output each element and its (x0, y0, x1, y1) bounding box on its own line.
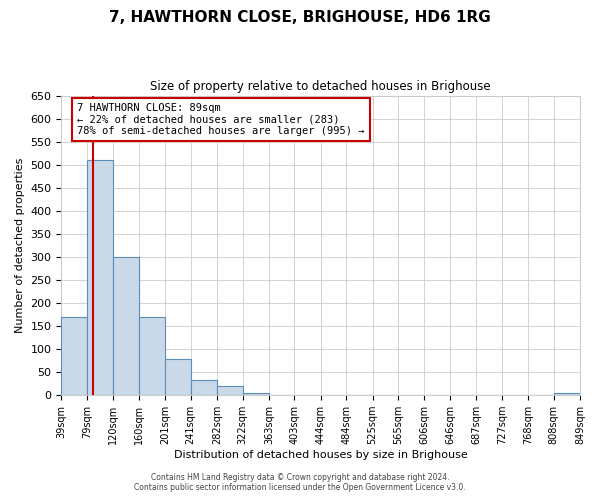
Bar (191, 380, 217, 395)
Title: Size of property relative to detached houses in Brighouse: Size of property relative to detached ho… (151, 80, 491, 93)
X-axis label: Distribution of detached houses by size in Brighouse: Distribution of detached houses by size … (174, 450, 467, 460)
Bar (242, 393, 269, 395)
Text: 7, HAWTHORN CLOSE, BRIGHOUSE, HD6 1RG: 7, HAWTHORN CLOSE, BRIGHOUSE, HD6 1RG (109, 10, 491, 25)
Text: 7 HAWTHORN CLOSE: 89sqm
← 22% of detached houses are smaller (283)
78% of semi-d: 7 HAWTHORN CLOSE: 89sqm ← 22% of detache… (77, 103, 364, 136)
Bar (87, 160, 113, 395)
Text: Contains HM Land Registry data © Crown copyright and database right 2024.
Contai: Contains HM Land Registry data © Crown c… (134, 473, 466, 492)
Bar (165, 360, 191, 395)
Bar (554, 393, 580, 395)
Bar (61, 317, 87, 395)
Y-axis label: Number of detached properties: Number of detached properties (15, 158, 25, 333)
Bar (217, 386, 242, 395)
Bar (139, 317, 165, 395)
Bar (113, 257, 139, 395)
